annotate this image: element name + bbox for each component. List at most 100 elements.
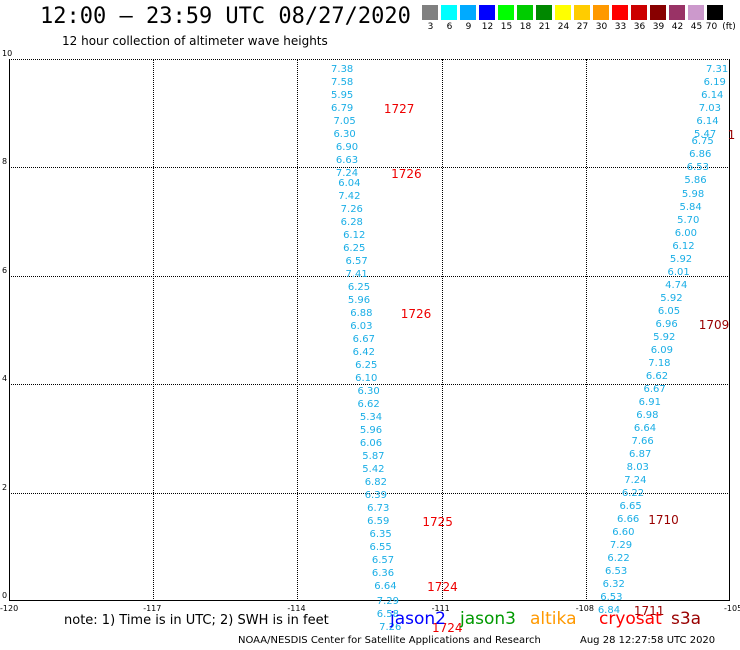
time-label: 1727	[383, 101, 415, 116]
wave-height-value: 7.58	[331, 76, 354, 88]
wave-height-value: 6.04	[338, 177, 361, 189]
grid-line-horizontal	[9, 275, 730, 277]
legend-label: 39	[652, 22, 665, 32]
wave-height-value: 5.47	[693, 128, 717, 140]
wave-height-value: 7.24	[335, 167, 359, 179]
wave-height-value: 6.57	[345, 255, 368, 267]
grid-line-vertical	[585, 59, 587, 601]
legend-unit-label: (ft)	[722, 22, 736, 32]
legend-swatch	[422, 5, 439, 20]
grid-line-horizontal	[9, 384, 730, 386]
grid-line-horizontal	[9, 492, 730, 494]
wave-height-value: 7.18	[648, 357, 671, 369]
grid-line-vertical	[153, 59, 155, 601]
y-tick-label: 2	[2, 482, 8, 492]
wave-height-value: 7.66	[631, 435, 654, 447]
wave-height-value: 6.30	[357, 385, 380, 397]
wave-height-plot	[9, 59, 730, 601]
wave-height-value: 6.67	[352, 333, 375, 345]
legend-swatch	[574, 5, 591, 20]
legend-label: 30	[595, 22, 608, 32]
wave-height-value: 5.70	[677, 214, 700, 226]
wave-height-value: 5.86	[684, 175, 707, 187]
wave-height-value: 6.75	[691, 136, 714, 148]
timestamp-text: Aug 28 12:27:58 UTC 2020	[580, 635, 716, 646]
wave-height-value: 6.01	[667, 266, 690, 278]
legend-label: 42	[671, 22, 684, 32]
wave-height-value: 6.55	[369, 541, 392, 553]
plot-border-right	[729, 59, 730, 601]
wave-height-value: 5.92	[660, 292, 683, 304]
wave-height-value: 6.73	[367, 502, 390, 514]
time-label: 1724	[431, 621, 463, 636]
wave-height-value: 7.29	[609, 539, 633, 551]
legend-label: 27	[576, 22, 589, 32]
wave-height-value: 6.36	[371, 567, 395, 579]
wave-height-value: 6.10	[355, 372, 378, 384]
time-label: 1726	[391, 166, 422, 181]
wave-height-value: 6.53	[605, 565, 628, 577]
wave-height-value: 5.92	[669, 253, 693, 265]
wave-height-value: 6.67	[643, 383, 666, 395]
grid-line-vertical	[297, 59, 299, 601]
x-tick-label: -111	[431, 604, 450, 613]
wave-height-value: 6.53	[686, 162, 709, 174]
wave-height-value: 5.84	[679, 201, 702, 213]
satellite-label-jason2: jason2	[390, 609, 446, 629]
grid-line-horizontal	[9, 59, 730, 60]
wave-height-value: 5.96	[359, 424, 383, 436]
wave-height-value: 6.58	[376, 609, 399, 621]
time-label: 1711	[633, 603, 665, 618]
wave-height-value: 6.35	[369, 528, 392, 540]
wave-height-value: 6.84	[597, 604, 621, 616]
legend-swatch	[707, 5, 724, 20]
wave-height-value: 6.60	[612, 526, 635, 538]
grid-line-vertical	[441, 59, 443, 601]
legend-swatch	[650, 5, 667, 20]
wave-height-value: 6.62	[645, 370, 669, 382]
wave-height-value: 6.25	[343, 242, 366, 254]
legend-label: 9	[465, 22, 472, 32]
wave-height-value: 5.95	[331, 89, 354, 101]
wave-height-value: 6.32	[602, 578, 625, 590]
legend-label: 21	[538, 22, 551, 32]
wave-height-value: 5.42	[362, 463, 385, 475]
y-tick-label: 4	[2, 374, 8, 384]
wave-height-value: 6.05	[657, 305, 681, 317]
wave-height-value: 6.53	[600, 591, 623, 603]
wave-height-value: 6.30	[333, 128, 356, 140]
wave-height-value: 7.05	[333, 115, 356, 127]
wave-height-value: 6.42	[352, 346, 375, 358]
legend-swatch	[460, 5, 477, 20]
legend-label: 45	[690, 22, 703, 32]
time-label: 1725	[422, 514, 453, 529]
wave-height-value: 6.82	[364, 476, 387, 488]
page-subtitle: 12 hour collection of altimeter wave hei…	[62, 34, 328, 48]
legend-label: 36	[633, 22, 646, 32]
wave-height-value: 6.90	[335, 141, 359, 153]
x-tick-label: -114	[287, 604, 306, 613]
time-label: 1	[727, 127, 736, 142]
legend-swatch	[536, 5, 553, 20]
legend-label: 15	[500, 22, 513, 32]
wave-height-value: 6.25	[355, 359, 378, 371]
time-label: 1726	[400, 306, 432, 321]
wave-height-value: 8.03	[626, 461, 649, 473]
wave-height-value: 6.03	[350, 320, 373, 332]
wave-height-value: 6.65	[619, 500, 642, 512]
wave-height-value: 6.12	[672, 240, 695, 252]
wave-height-value: 7.24	[624, 474, 647, 486]
wave-height-value: 4.74	[665, 279, 688, 291]
wave-height-value: 6.39	[364, 489, 387, 501]
wave-height-value: 6.91	[638, 396, 661, 408]
x-tick-label: -117	[143, 604, 162, 613]
satellite-label-altika: altika	[530, 609, 577, 629]
legend-label: 3	[427, 22, 434, 32]
wave-height-value: 6.00	[674, 227, 697, 239]
wave-height-value: 6.98	[636, 409, 659, 421]
wave-height-value: 6.19	[703, 76, 726, 88]
x-tick-label: -120	[0, 604, 19, 613]
legend-label: 33	[614, 22, 627, 32]
legend-swatch	[555, 5, 572, 20]
legend-swatch	[631, 5, 648, 20]
